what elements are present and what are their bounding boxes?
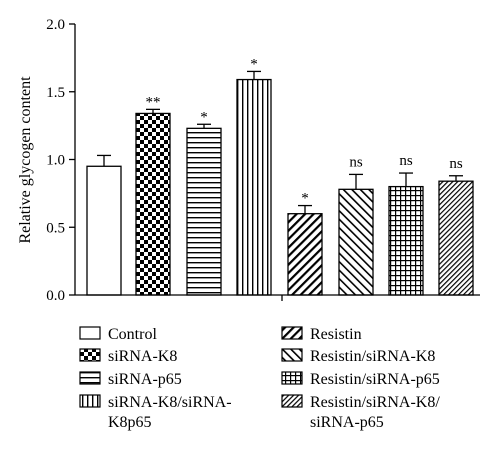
- bar: [236, 78, 272, 296]
- bar: [388, 185, 424, 296]
- bar: [186, 127, 222, 296]
- legend-label: Control: [108, 326, 157, 343]
- significance-labels-group: *****ns ns ns: [146, 56, 463, 206]
- significance-label: *: [250, 56, 258, 72]
- legend-label: siRNA-K8/siRNA-: [108, 394, 232, 411]
- significance-label: ns: [449, 156, 463, 172]
- legend-swatch: [79, 394, 101, 408]
- legend-label: Resistin/siRNA-p65: [310, 371, 440, 388]
- y-axis-label: Relative glycogen content: [17, 76, 34, 244]
- significance-label: *: [301, 191, 309, 207]
- legend-swatch: [79, 326, 101, 340]
- legend-label: siRNA-p65: [108, 371, 182, 388]
- y-tick-label: 1.5: [46, 85, 65, 101]
- y-tick-label: 0.0: [46, 288, 65, 304]
- y-tick-label: 2.0: [46, 17, 65, 33]
- legend-swatch: [281, 326, 303, 340]
- legend: Control siRNA-K8 siRNA-p65 siRNA-K8/siRNA- K…: [79, 326, 440, 431]
- legend-label: siRNA-K8: [108, 348, 177, 365]
- y-tick-label: 1.0: [46, 153, 65, 169]
- significance-label: ns: [349, 154, 363, 170]
- legend-label: Resistin/siRNA-K8: [310, 348, 435, 365]
- legend-swatch: [281, 394, 303, 408]
- y-axis-ticks: 0.0 0.5 1.0 1.5 2.0: [46, 17, 75, 304]
- legend-label: siRNA-p65: [310, 414, 384, 431]
- error-bars-group: [97, 70, 463, 214]
- legend-label: K8p65: [108, 414, 152, 431]
- legend-swatch: [281, 371, 303, 385]
- bar: [135, 112, 171, 296]
- y-tick-label: 0.5: [46, 220, 65, 236]
- bars-group: [86, 78, 474, 296]
- legend-swatch: [79, 371, 101, 385]
- legend-swatch: [281, 348, 303, 362]
- significance-label: ns: [399, 153, 413, 169]
- significance-label: **: [146, 94, 161, 110]
- legend-label: Resistin: [310, 326, 362, 343]
- bar: [438, 180, 474, 296]
- bar: [287, 213, 323, 296]
- significance-label: *: [200, 109, 208, 125]
- legend-swatch: [79, 348, 101, 362]
- bar: [338, 188, 374, 296]
- legend-label: Resistin/siRNA-K8/: [310, 394, 440, 411]
- bar: [86, 165, 122, 296]
